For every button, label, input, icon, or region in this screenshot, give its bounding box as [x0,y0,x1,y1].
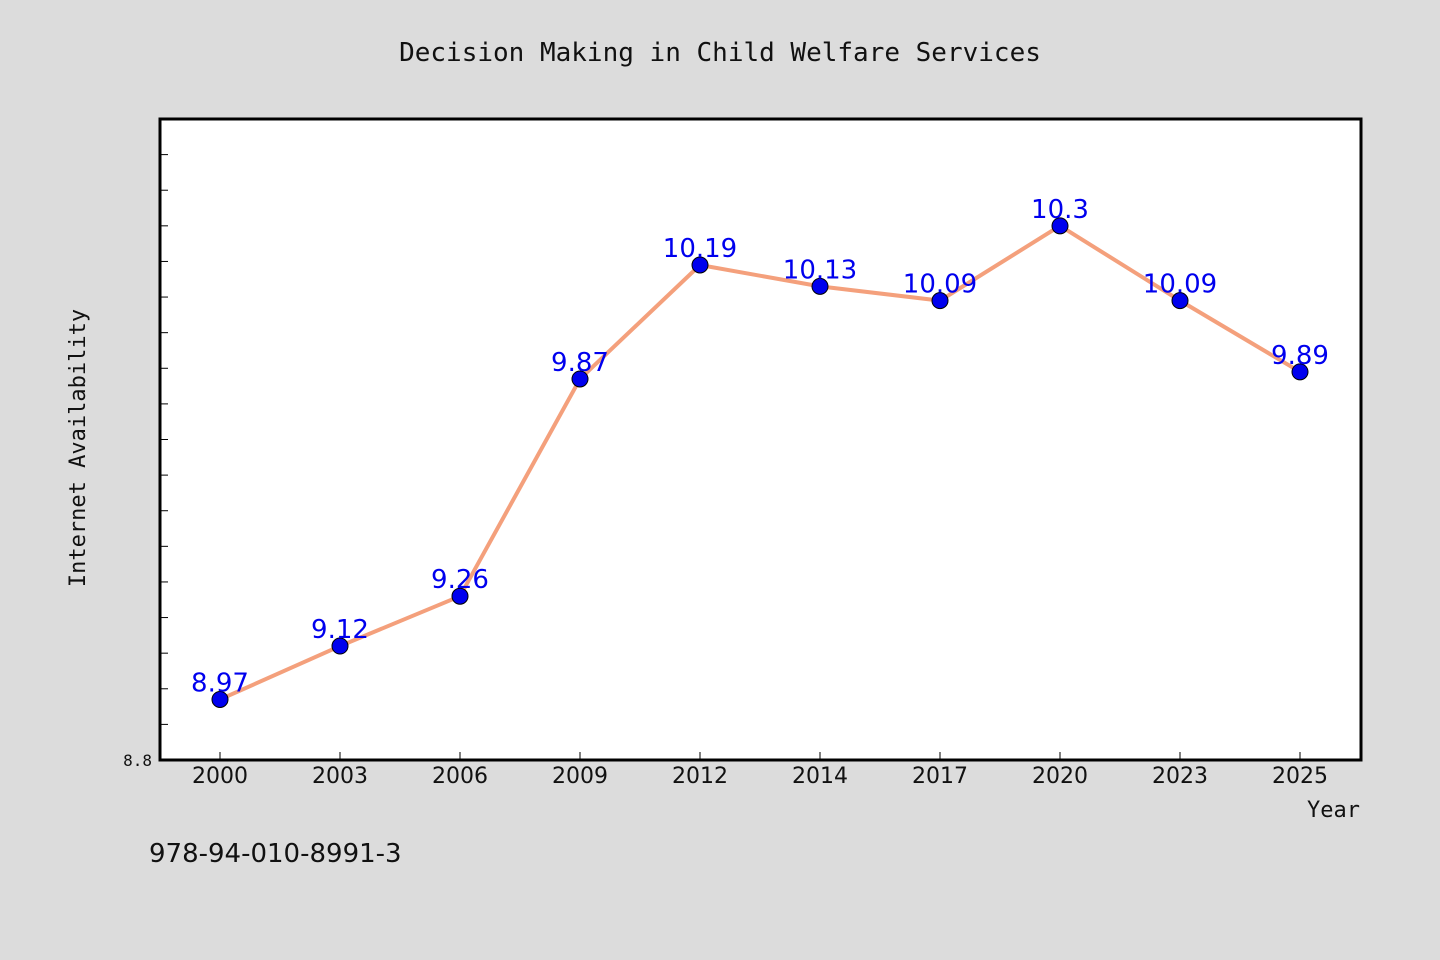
x-tick-label: 2017 [912,764,968,789]
chart-title: Decision Making in Child Welfare Service… [399,38,1041,68]
data-point [211,690,229,708]
series-polyline [219,223,1302,702]
data-point [931,292,949,310]
data-label: 9.89 [1271,341,1329,371]
data-labels: 8.97 9.12 9.26 9.87 10.19 10.13 10.09 10.3 10.09… [191,195,1329,699]
data-label: 10.3 [1031,195,1089,225]
x-tick-label: 2012 [672,764,728,789]
y-tick-label: 8.8 [123,751,152,770]
y-axis-label: Internet Availability [66,309,91,587]
series-line [219,223,1302,702]
data-point [1171,292,1189,310]
x-tick-label: 2025 [1272,764,1328,789]
x-tick-label: 2014 [792,764,848,789]
y-axis-ticks: 8.8 [123,154,168,770]
x-tick-label: 2000 [192,764,248,789]
data-label: 9.26 [431,565,489,595]
data-point [811,277,829,295]
data-label: 8.97 [191,668,249,698]
data-point [1291,363,1309,381]
x-tick-label: 2009 [552,764,608,789]
data-point [691,256,709,274]
x-tick-label: 2006 [432,764,488,789]
data-point [331,637,349,655]
data-label: 9.87 [551,348,609,378]
data-label: 10.09 [903,270,977,300]
data-point [1051,217,1069,235]
footer-code: 978-94-010-8991-3 [149,839,402,869]
plot-area [158,117,1363,762]
data-label: 10.13 [783,255,857,285]
data-point [451,587,469,605]
data-label: 10.19 [663,234,737,264]
data-label: 10.09 [1143,270,1217,300]
x-tick-label: 2020 [1032,764,1088,789]
data-markers [211,217,1309,708]
x-tick-label: 2023 [1152,764,1208,789]
x-tick-label: 2003 [312,764,368,789]
data-point [571,370,589,388]
x-axis-label: Year [1307,798,1360,823]
data-label: 9.12 [311,615,369,645]
x-axis-ticks: 2000 2003 2006 2009 2012 2014 2017 2020 2023 2025 [192,752,1328,789]
